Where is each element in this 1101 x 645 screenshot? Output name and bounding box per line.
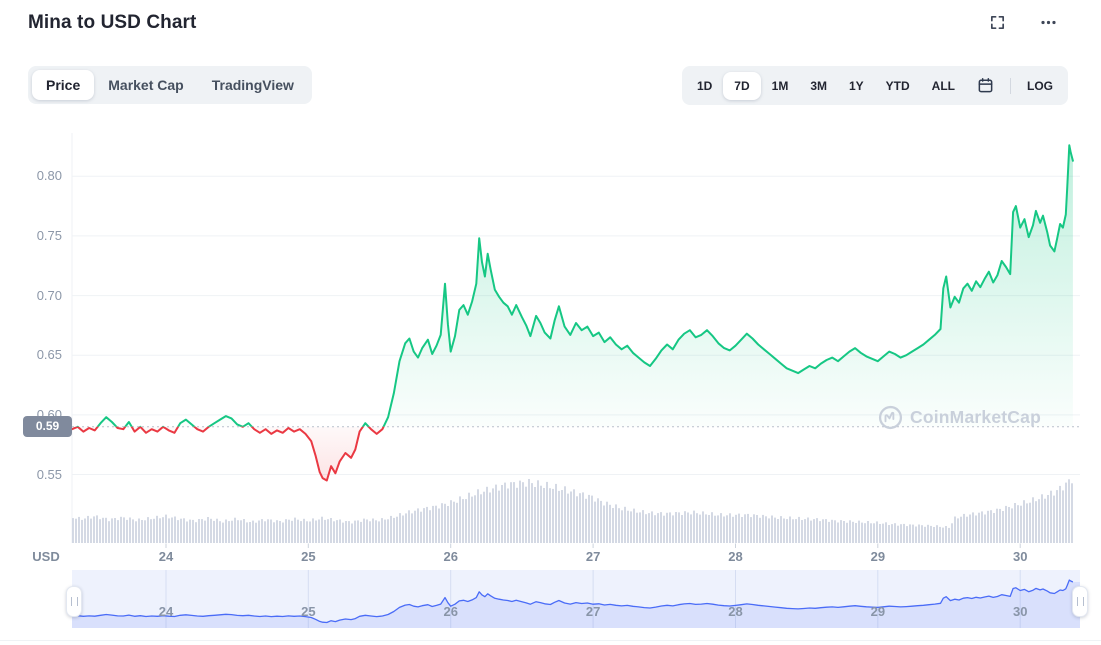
tab-price[interactable]: Price [32, 70, 95, 100]
calendar-button[interactable] [966, 70, 1005, 101]
range-3m[interactable]: 3M [799, 72, 838, 100]
range-7d[interactable]: 7D [723, 71, 761, 100]
range-1d[interactable]: 1D [686, 72, 723, 100]
calendar-icon [978, 77, 993, 93]
controls-divider [1010, 77, 1011, 94]
range-1m[interactable]: 1M [761, 72, 800, 100]
range-controls: 1D 7D 1M 3M 1Y YTD ALL LOG [681, 66, 1068, 105]
log-scale-toggle[interactable]: LOG [1016, 72, 1064, 100]
fullscreen-icon [990, 15, 1005, 30]
tab-market-cap[interactable]: Market Cap [94, 70, 197, 100]
ellipsis-icon [1041, 20, 1056, 25]
navigator[interactable] [72, 570, 1080, 628]
current-price-badge: 0.59 [23, 416, 72, 437]
navigator-right-handle[interactable] [1072, 586, 1088, 617]
grip-icon [1076, 597, 1084, 606]
navigator-left-handle[interactable] [66, 586, 82, 617]
chart-header: Mina to USD Chart [28, 10, 1061, 35]
tab-tradingview[interactable]: TradingView [198, 70, 308, 100]
range-all[interactable]: ALL [921, 72, 966, 100]
more-options-button[interactable] [1036, 10, 1061, 35]
grip-icon [70, 597, 78, 606]
chart-controls: Price Market Cap TradingView 1D 7D 1M 3M… [28, 66, 1068, 105]
chart-type-tabs: Price Market Cap TradingView [28, 66, 312, 104]
range-1y[interactable]: 1Y [838, 72, 875, 100]
fullscreen-button[interactable] [985, 10, 1010, 35]
range-ytd[interactable]: YTD [875, 72, 921, 100]
page-title: Mina to USD Chart [28, 11, 197, 33]
